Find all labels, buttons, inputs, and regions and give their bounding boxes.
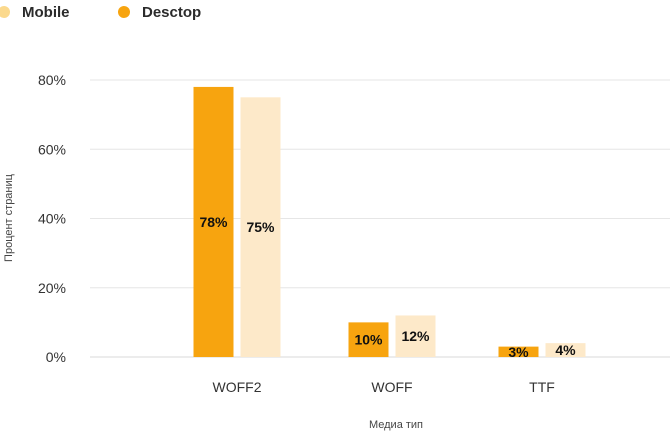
bar-woff-1 [395,315,436,357]
y-tick-label: 0% [46,349,66,365]
legend-swatch-1 [118,6,130,18]
bar-ttf-0 [498,346,539,357]
bar-woff2-0 [193,86,234,358]
y-tick-label: 60% [38,141,66,157]
data-label-woff-1: 12% [401,328,430,344]
data-label-woff-0: 10% [354,332,383,348]
y-tick-label: 40% [38,211,66,227]
y-tick-label: 20% [38,280,66,296]
x-axis-categories: WOFF2 WOFF TTF [213,379,555,395]
bars [193,86,586,358]
data-label-ttf-1: 4% [555,342,576,358]
x-category-label: WOFF2 [213,379,262,395]
legend-label-0: Mobile [22,4,70,21]
x-category-label: TTF [529,379,555,395]
data-label-ttf-0: 3% [508,344,529,360]
data-label-woff2-0: 78% [199,214,228,230]
bar-woff2-1 [240,97,281,357]
bar-woff-0 [348,322,389,357]
gridlines [90,79,670,358]
data-labels: 78% 75% 10% 12% 3% 4% [199,214,576,360]
bar-ttf-1 [545,343,586,357]
legend-label-1: Desctop [142,4,201,21]
x-category-label: WOFF [371,379,412,395]
data-label-woff2-1: 75% [246,219,275,235]
legend-swatch-0 [0,6,10,18]
y-tick-label: 80% [38,72,66,88]
x-axis-label: Медиа тип [369,419,423,431]
y-axis-label: Процент страниц [3,173,15,262]
y-axis-ticks: 0% 20% 40% 60% 80% [38,72,66,365]
legend: Mobile Desctop [0,4,201,21]
